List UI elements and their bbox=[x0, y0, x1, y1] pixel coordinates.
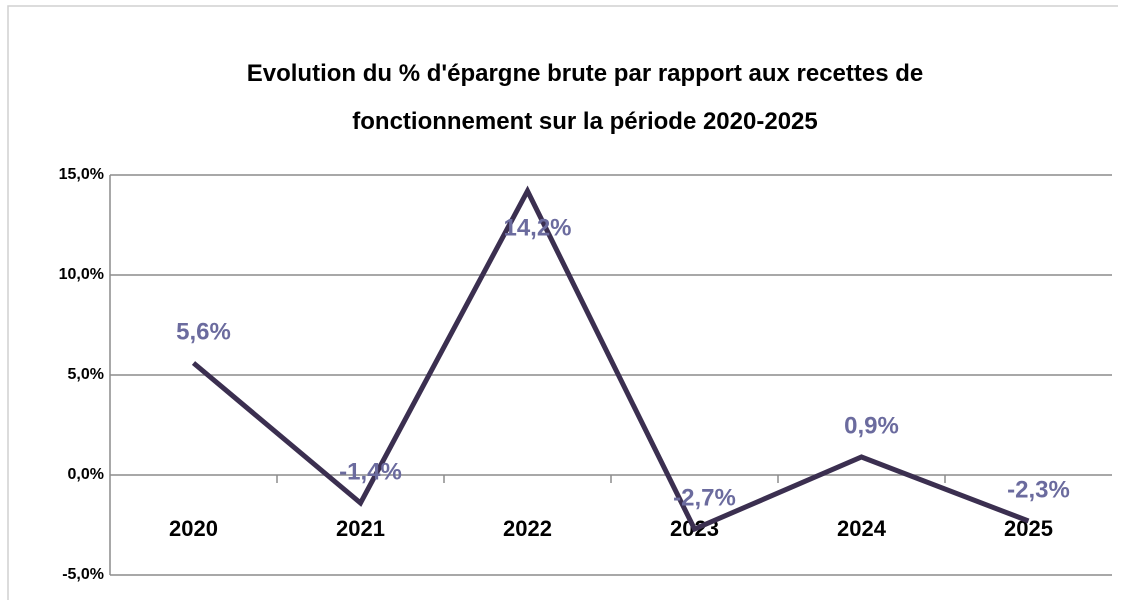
y-tick-label: 10,0% bbox=[59, 266, 104, 283]
y-tick-label: 5,0% bbox=[68, 366, 104, 383]
y-tick-label: 15,0% bbox=[59, 166, 104, 183]
y-tick-label: 0,0% bbox=[68, 466, 104, 483]
data-label: -2,7% bbox=[673, 484, 736, 511]
data-label: 0,9% bbox=[844, 412, 899, 439]
chart-frame bbox=[7, 5, 1118, 600]
y-tick-label: -5,0% bbox=[62, 566, 104, 583]
x-tick-label: 2022 bbox=[503, 516, 552, 541]
data-label: -2,3% bbox=[1007, 476, 1070, 503]
data-line bbox=[191, 185, 1030, 533]
x-tick-label: 2024 bbox=[837, 516, 887, 541]
x-tick-label: 2021 bbox=[336, 516, 385, 541]
data-label: 14,2% bbox=[503, 214, 571, 241]
data-label: 5,6% bbox=[176, 318, 231, 345]
x-tick-label: 2020 bbox=[169, 516, 218, 541]
chart-title: Evolution du % d'épargne brute par rappo… bbox=[246, 60, 924, 135]
data-label: -1,4% bbox=[339, 458, 402, 485]
